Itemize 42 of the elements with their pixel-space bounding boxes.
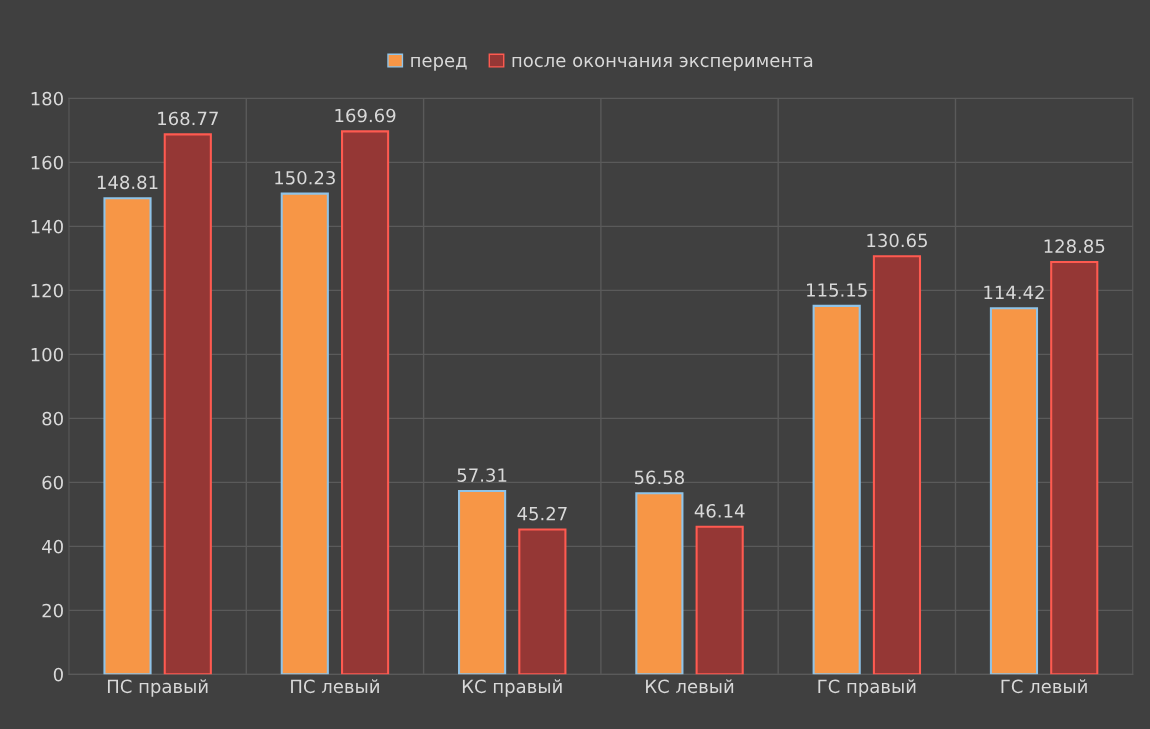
bar	[103, 197, 152, 675]
y-tick-label: 40	[42, 539, 63, 554]
x-tick-label: ГС правый	[818, 679, 916, 697]
bar	[518, 528, 567, 675]
bar	[635, 492, 684, 675]
y-tick-label: 100	[31, 347, 63, 362]
data-label: 57.31	[457, 468, 507, 482]
data-label: 114.42	[984, 285, 1044, 299]
bar	[163, 133, 212, 675]
data-label: 148.81	[97, 175, 158, 190]
data-label: 168.77	[158, 111, 218, 126]
data-label: 128.85	[1044, 239, 1105, 254]
data-label: 150.23	[275, 170, 335, 185]
legend-label: перед	[411, 56, 467, 71]
y-tick-label: 0	[53, 667, 63, 682]
x-tick-label: ГС левый	[1001, 679, 1087, 694]
data-label: 115.15	[807, 283, 867, 297]
bar	[340, 130, 390, 675]
data-label: 130.65	[867, 233, 927, 248]
y-tick-label: 120	[31, 283, 63, 298]
y-tick-label: 20	[42, 603, 63, 618]
bar	[812, 304, 861, 675]
x-tick-label: КС левый	[646, 679, 734, 694]
data-label: 56.58	[634, 470, 684, 485]
bar	[872, 255, 922, 675]
y-tick-label: 140	[31, 219, 63, 234]
bar	[989, 307, 1039, 675]
bar	[1050, 261, 1099, 675]
legend-label: после окончания эксперимента	[512, 56, 813, 71]
y-tick-label: 160	[31, 155, 63, 170]
data-label: 45.27	[517, 506, 567, 521]
y-tick-label: 60	[42, 475, 63, 490]
data-label: 46.14	[694, 503, 745, 518]
y-tick-label: 80	[42, 411, 63, 426]
bar	[458, 489, 507, 675]
bar	[280, 192, 329, 675]
bar	[695, 525, 744, 675]
x-tick-label: КС правый	[462, 679, 562, 697]
y-tick-label: 180	[31, 91, 63, 106]
x-tick-label: ПС левый	[291, 679, 379, 694]
data-label: 169.69	[335, 108, 396, 123]
x-tick-label: ПС правый	[107, 679, 208, 697]
